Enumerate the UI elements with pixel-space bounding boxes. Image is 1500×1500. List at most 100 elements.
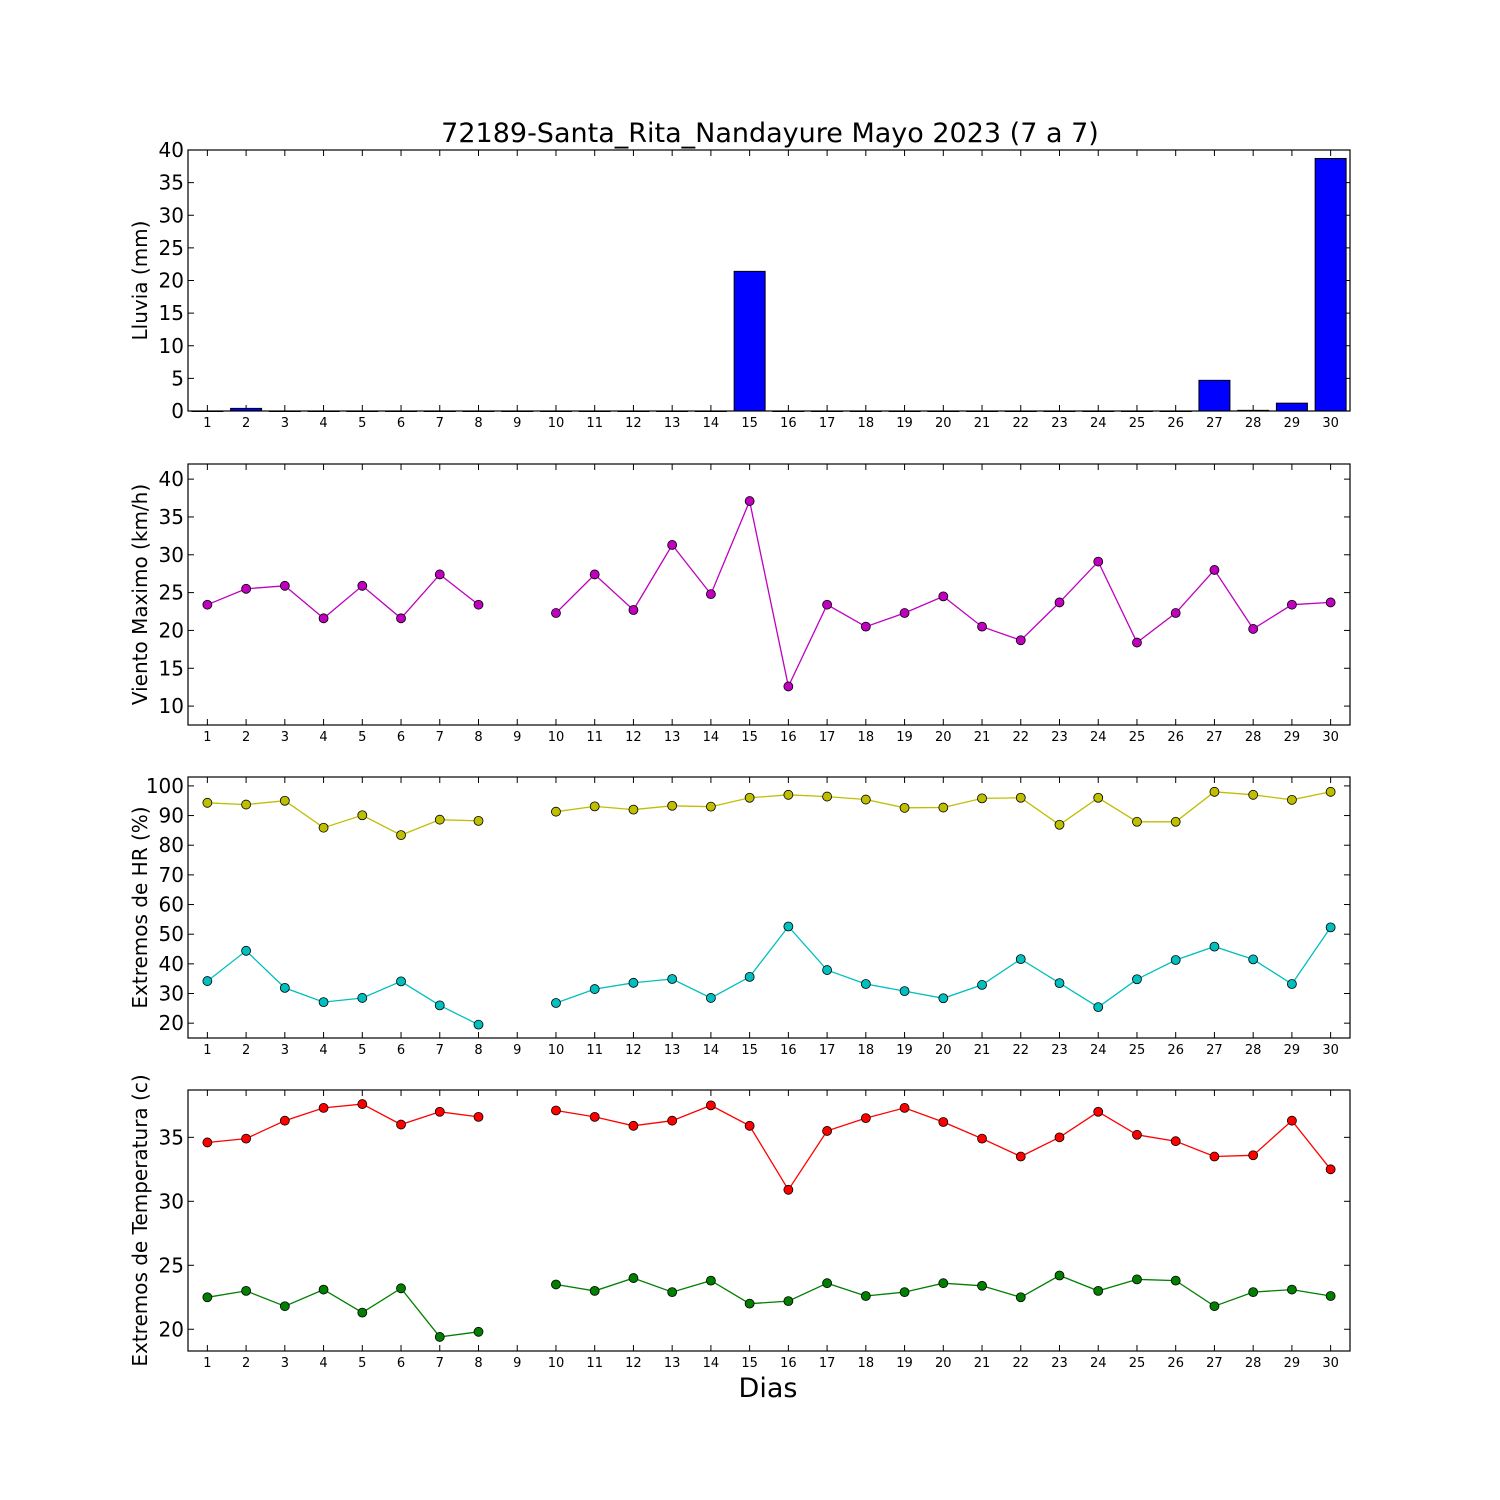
x-tick-label: 2 [242, 730, 250, 745]
x-tick-label: 6 [397, 1356, 405, 1371]
data-point-day-21 [977, 1280, 987, 1291]
x-tick-label: 26 [1167, 1043, 1184, 1058]
y-tick-label: 40 [159, 138, 184, 162]
x-tick-label: 13 [664, 416, 681, 431]
y-tick-label: 35 [159, 505, 184, 529]
plot-frame-2 [187, 463, 1351, 726]
data-point-day-10 [551, 608, 561, 618]
x-tick-label: 14 [703, 1356, 720, 1371]
data-point-day-17 [822, 599, 832, 610]
y-tick-label: 20 [159, 1011, 184, 1035]
plot-frame-1 [187, 149, 1351, 412]
x-tick-label: 19 [896, 1043, 913, 1058]
x-tick-label: 14 [703, 1043, 720, 1058]
data-point-day-7 [434, 569, 445, 580]
data-point-day-5 [357, 580, 368, 591]
data-point-day-15 [744, 792, 755, 803]
data-point-day-3 [279, 1301, 290, 1312]
x-tick-label: 1 [203, 730, 211, 745]
y-tick-label: 10 [159, 694, 184, 718]
data-point-day-25 [1132, 816, 1142, 827]
data-point-day-20 [938, 993, 949, 1004]
data-point-day-11 [589, 569, 600, 580]
data-point-day-1 [202, 599, 213, 610]
data-point-day-14 [706, 801, 716, 812]
data-point-day-23 [1054, 978, 1065, 989]
x-tick-label: 20 [935, 1356, 952, 1371]
data-point-day-20 [938, 802, 949, 813]
x-tick-label: 1 [203, 1356, 211, 1371]
y-tick-label: 60 [159, 893, 184, 917]
y-tick-label: 20 [159, 269, 184, 293]
data-point-day-1 [202, 1137, 213, 1148]
y-tick-label: 20 [159, 618, 184, 642]
x-tick-label: 2 [242, 416, 250, 431]
x-tick-label: 24 [1090, 1043, 1107, 1058]
x-tick-label: 28 [1245, 416, 1262, 431]
x-tick-label: 27 [1206, 416, 1223, 431]
x-tick-label: 4 [319, 1356, 327, 1371]
data-point-day-2 [241, 945, 252, 956]
data-point-day-13 [667, 540, 678, 550]
y-tick-label: 30 [159, 982, 184, 1006]
x-tick-label: 24 [1090, 1356, 1107, 1371]
data-point-day-3 [279, 982, 290, 993]
data-point-day-22 [1015, 635, 1026, 646]
x-tick-label: 1 [203, 1043, 211, 1058]
data-point-day-29 [1287, 794, 1297, 805]
x-tick-label: 25 [1129, 730, 1146, 745]
x-tick-label: 3 [281, 1043, 289, 1058]
x-tick-label: 7 [436, 416, 444, 431]
x-tick-label: 25 [1129, 1043, 1146, 1058]
x-tick-label: 7 [436, 730, 444, 745]
x-tick-label: 6 [397, 730, 405, 745]
x-tick-label: 5 [358, 416, 366, 431]
y-tick-label: 30 [159, 1189, 184, 1213]
y-axis-label-1: Lluvia (mm) [128, 221, 152, 341]
data-point-day-26 [1170, 955, 1181, 965]
y-tick-label: 5 [171, 366, 184, 390]
x-tick-label: 26 [1167, 416, 1184, 431]
data-point-day-3 [279, 795, 290, 806]
x-tick-label: 26 [1167, 1356, 1184, 1371]
data-point-day-21 [977, 621, 987, 632]
x-tick-label: 13 [664, 1043, 681, 1058]
x-tick-label: 21 [974, 730, 991, 745]
data-point-day-12 [628, 605, 639, 615]
data-point-day-7 [434, 1000, 445, 1011]
x-tick-label: 29 [1284, 1356, 1301, 1371]
data-point-day-16 [783, 1296, 794, 1307]
series-line-1 [207, 800, 479, 836]
x-tick-label: 19 [896, 416, 913, 431]
bar-day-15 [733, 270, 766, 412]
data-point-day-4 [318, 997, 329, 1008]
x-tick-label: 9 [513, 1043, 521, 1058]
data-point-day-5 [357, 1099, 368, 1109]
data-point-day-19 [899, 986, 910, 997]
series-line-2 [207, 1287, 479, 1338]
x-tick-label: 12 [625, 1043, 642, 1058]
x-tick-label: 22 [1012, 1356, 1029, 1371]
y-axis-label-2: Viento Maximo (km/h) [128, 484, 152, 705]
data-point-day-17 [822, 1126, 832, 1136]
data-point-day-4 [318, 613, 329, 624]
data-point-day-19 [899, 1103, 910, 1113]
x-tick-label: 27 [1206, 1043, 1223, 1058]
x-tick-label: 22 [1012, 730, 1029, 745]
data-point-day-23 [1054, 597, 1065, 608]
data-point-day-15 [744, 1298, 755, 1309]
data-point-day-23 [1054, 819, 1065, 830]
data-point-day-11 [589, 1111, 600, 1122]
x-tick-label: 29 [1284, 1043, 1301, 1058]
x-tick-label: 25 [1129, 416, 1146, 431]
data-point-day-6 [396, 976, 406, 987]
data-point-day-28 [1248, 1287, 1259, 1298]
data-point-day-25 [1132, 637, 1142, 648]
data-point-day-17 [822, 965, 832, 975]
data-point-day-3 [279, 580, 290, 591]
y-axis-label-3: Extremos de HR (%) [128, 806, 152, 1008]
x-tick-label: 30 [1322, 730, 1339, 745]
x-tick-label: 21 [974, 1356, 991, 1371]
